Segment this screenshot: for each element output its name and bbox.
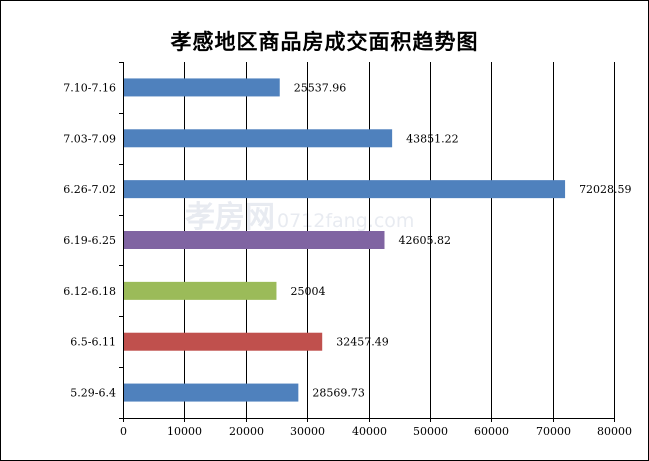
data-label: 72028.59 (579, 183, 632, 196)
data-label: 32457.49 (336, 336, 389, 349)
bar (124, 78, 280, 97)
x-tick-label: 40000 (352, 425, 387, 438)
bar (124, 129, 393, 148)
x-tick-label: 70000 (536, 425, 571, 438)
category-label: 6.12-6.18 (63, 285, 116, 298)
watermark: 孝房网 0712fang.com (185, 192, 414, 236)
axes (119, 62, 615, 422)
data-label: 43851.22 (406, 132, 459, 145)
data-label: 25537.96 (294, 81, 347, 94)
x-tick-label: 60000 (474, 425, 509, 438)
x-tick-label: 20000 (229, 425, 264, 438)
category-label: 6.5-6.11 (70, 336, 116, 349)
x-tick-label: 50000 (413, 425, 448, 438)
bar (124, 383, 299, 402)
x-tick-label: 0 (120, 425, 127, 438)
category-label: 7.03-7.09 (63, 132, 116, 145)
category-label: 7.10-7.16 (63, 81, 116, 94)
bars (124, 78, 566, 402)
x-tick-label: 30000 (290, 425, 325, 438)
data-label: 25004 (290, 285, 325, 298)
labels: 0 10000 20000 30000 40000 50000 60000 70000 8000… (63, 81, 632, 438)
bar (124, 231, 385, 249)
watermark-brand: 孝房网 (185, 200, 275, 235)
category-label: 6.19-6.25 (63, 234, 116, 247)
bar (124, 281, 277, 300)
data-label: 42605.82 (398, 234, 451, 247)
category-label: 5.29-6.4 (70, 387, 116, 400)
category-label: 6.26-7.02 (63, 183, 116, 196)
x-tick-label: 10000 (167, 425, 202, 438)
bar (124, 332, 323, 351)
bar (124, 180, 566, 199)
x-tick-label: 80000 (597, 425, 632, 438)
chart-title: 孝感地区商品房成交面积趋势图 (170, 30, 479, 54)
watermark-url: 0712fang.com (277, 210, 415, 232)
data-label: 28569.73 (312, 387, 365, 400)
